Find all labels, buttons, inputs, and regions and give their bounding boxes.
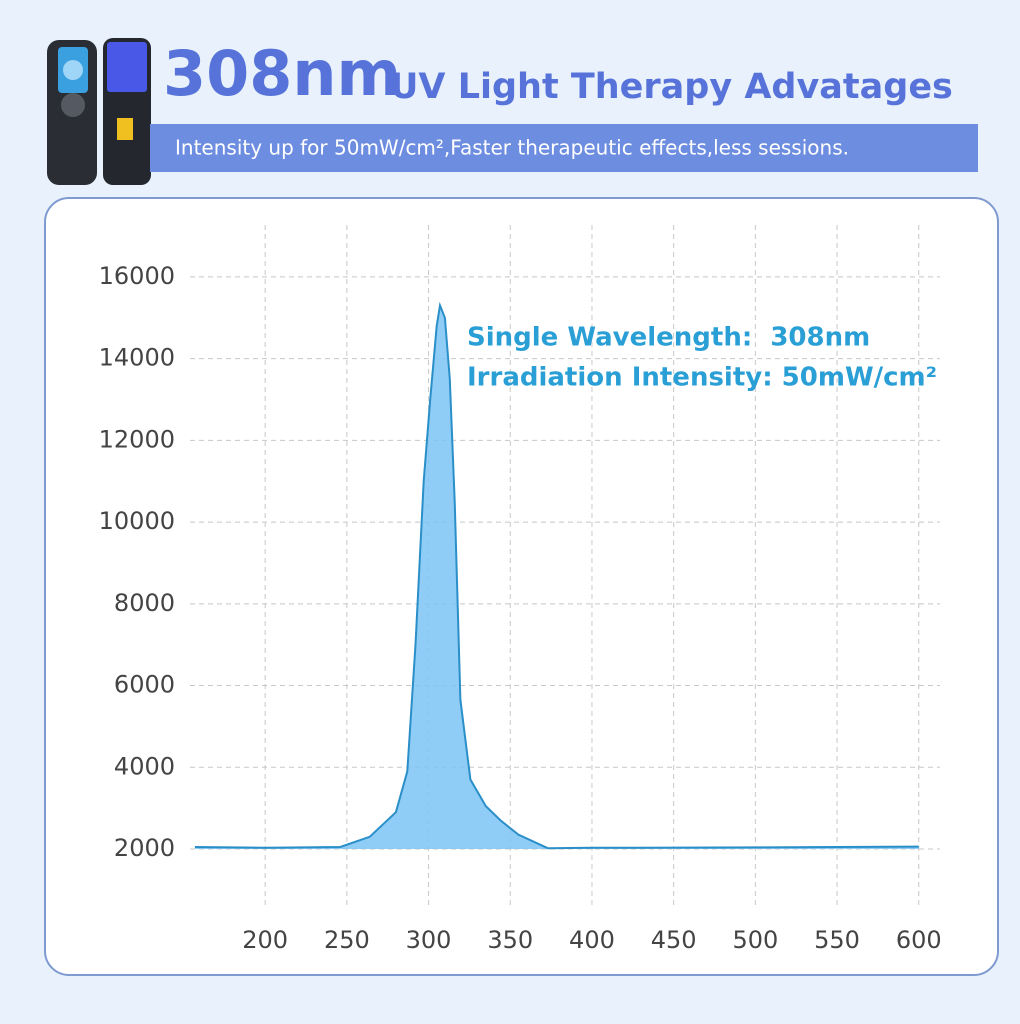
y-tick-label: 8000 — [114, 589, 175, 617]
x-tick-label: 300 — [406, 926, 452, 954]
y-tick-label: 12000 — [99, 425, 175, 453]
device-images — [47, 38, 151, 185]
x-tick-label: 400 — [569, 926, 615, 954]
x-tick-label: 250 — [324, 926, 370, 954]
y-tick-label: 4000 — [114, 752, 175, 780]
y-tick-label: 6000 — [114, 671, 175, 699]
plot: 2000 4000 6000 8000 10000 12000 14000 16000 200 2… — [99, 225, 942, 954]
x-tick-label: 350 — [487, 926, 533, 954]
x-tick-label: 600 — [896, 926, 942, 954]
title-lead: 308nm — [163, 37, 401, 110]
annotation: Single Wavelength: 308nm — [467, 323, 870, 353]
y-tick-label: 14000 — [99, 344, 175, 372]
title: UV Light Therapy Advatages — [390, 67, 953, 107]
area-line — [194, 301, 919, 850]
y-tick-label: 10000 — [99, 507, 175, 535]
x-tick-label: 550 — [814, 926, 860, 954]
subtitle: Intensity up for 50mW/cm²,Faster therape… — [175, 136, 849, 160]
x-tick-label: 450 — [651, 926, 697, 954]
x-tick-label: 200 — [242, 926, 288, 954]
y-tick-label: 16000 — [99, 262, 175, 290]
y-tick-label: 2000 — [114, 834, 175, 862]
x-tick-label: 500 — [732, 926, 778, 954]
subtitle-bar — [150, 124, 978, 172]
chart-panel — [44, 197, 999, 976]
annotation: Irradiation Intensity: 50mW/cm² — [467, 363, 937, 393]
